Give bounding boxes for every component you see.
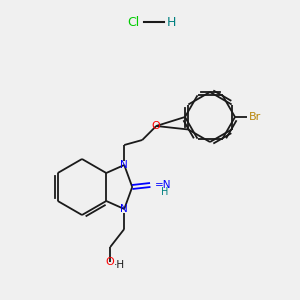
Text: O: O: [152, 121, 161, 131]
Text: N: N: [120, 204, 128, 214]
Text: Cl: Cl: [127, 16, 139, 28]
Text: =N: =N: [155, 180, 172, 190]
Text: N: N: [120, 160, 128, 170]
Text: ·H: ·H: [114, 260, 125, 270]
Text: O: O: [106, 257, 115, 267]
Text: Br: Br: [249, 112, 261, 122]
Text: H: H: [160, 187, 168, 197]
Text: H: H: [166, 16, 176, 28]
